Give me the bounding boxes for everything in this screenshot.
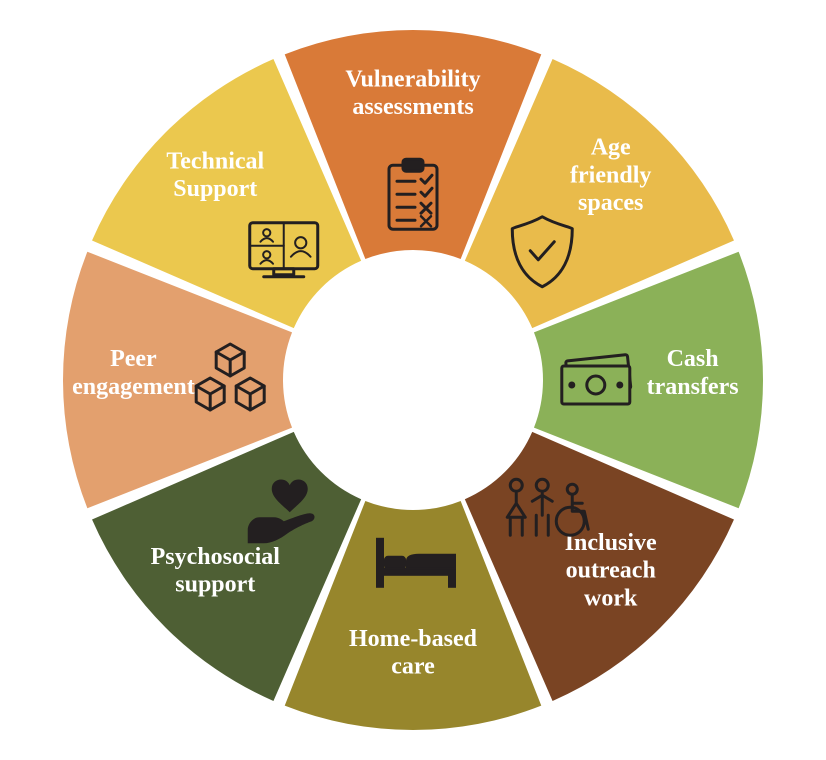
segment-vulnerability-label: Vulnerabilityassessments	[345, 67, 480, 121]
donut-wheel: VulnerabilityassessmentsAgefriendlyspace…	[0, 0, 826, 760]
infographic-container: VulnerabilityassessmentsAgefriendlyspace…	[0, 0, 826, 760]
segment-technical-label: TechnicalSupport	[166, 148, 264, 202]
